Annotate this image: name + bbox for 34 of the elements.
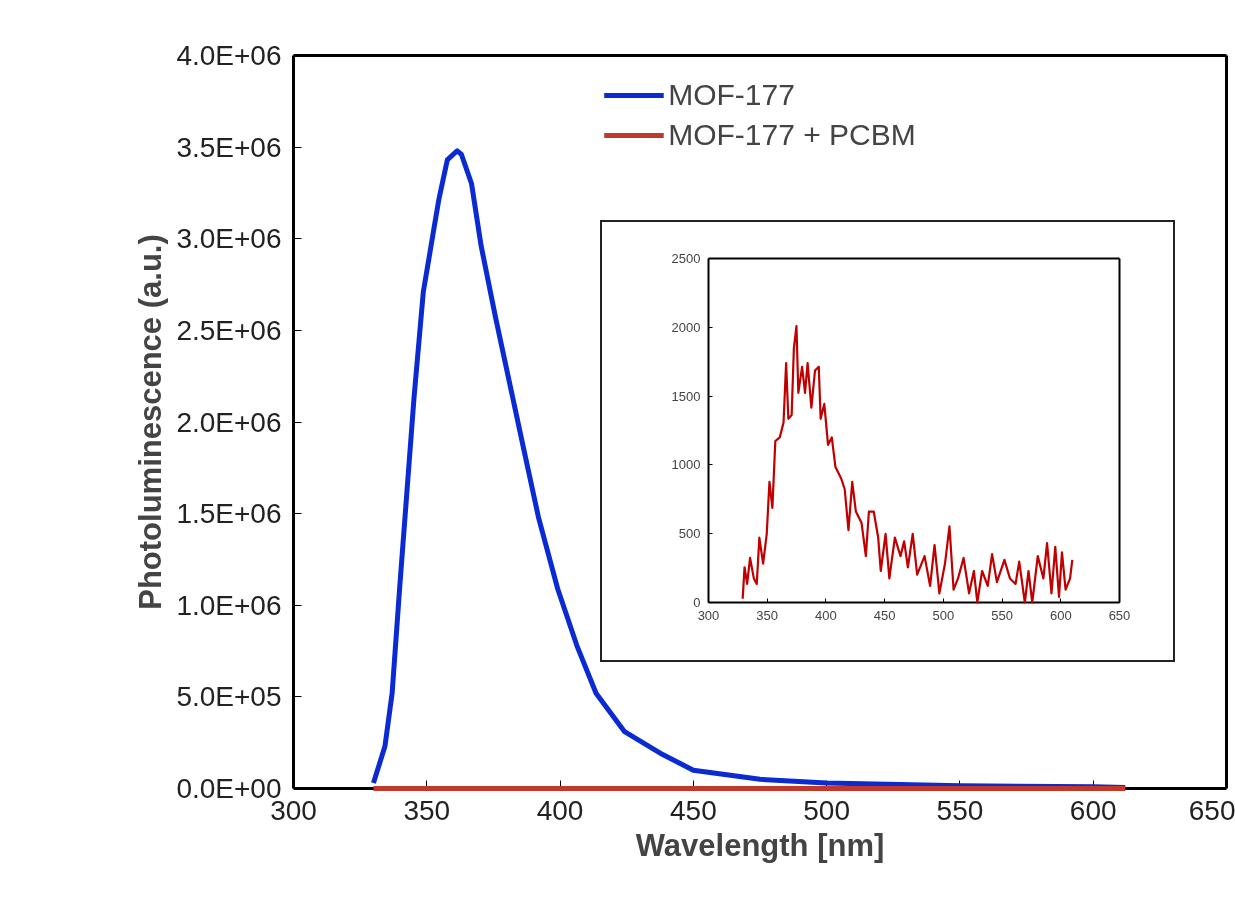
y-axis-title: Photoluminescence (a.u.) [133,234,169,610]
x-tick-label: 650 [1108,607,1131,623]
x-tick-label: 450 [873,607,896,623]
x-tick-label: 550 [991,607,1013,623]
y-tick-label: 0 [693,595,701,610]
y-tick-label: 500 [678,526,701,542]
x-tick-label: 550 [936,794,984,826]
y-tick-label: 3.5E+06 [176,131,282,163]
x-tick-label: 600 [1049,607,1072,623]
x-axis-title: Wavelength [nm] [635,827,885,863]
legend-label: MOF-177 [668,77,795,113]
x-tick-label: 450 [670,794,717,826]
y-tick-label: 2.5E+06 [176,314,282,346]
x-tick-label: 350 [756,607,779,623]
x-tick-label: 300 [697,607,720,623]
x-tick-label: 500 [803,794,850,826]
y-tick-label: 1500 [671,388,701,404]
x-tick-label: 400 [536,794,584,826]
y-tick-label: 2000 [671,319,701,335]
y-tick-label: 4.0E+06 [176,40,282,71]
line-series [741,324,1074,604]
y-tick-label: 2.0E+06 [176,406,282,438]
x-tick-label: 350 [403,794,451,826]
x-tick-label: 500 [932,607,955,623]
y-tick-label: 3.0E+06 [176,223,282,255]
legend-label: MOF-177 + PCBM [668,117,916,153]
x-tick-label: 650 [1188,794,1235,826]
y-tick-label: 5.0E+05 [176,681,282,713]
y-tick-label: 2500 [671,251,701,266]
x-tick-label: 600 [1069,794,1117,826]
x-tick-label: 400 [815,607,837,623]
y-tick-label: 1000 [671,457,701,473]
y-tick-label: 1.5E+06 [176,498,282,530]
y-tick-label: 1.0E+06 [176,589,282,621]
